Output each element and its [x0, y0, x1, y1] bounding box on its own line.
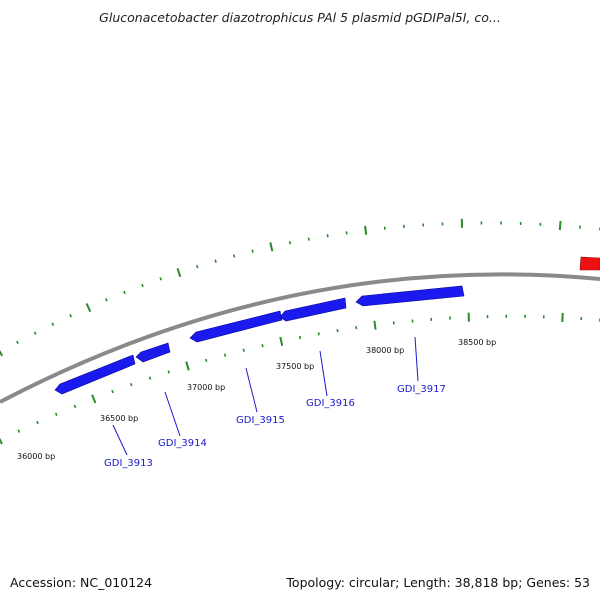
position-label: 37000 bp	[187, 383, 225, 392]
minor-tick	[36, 420, 39, 425]
gene-arrow-3916[interactable]	[279, 297, 347, 322]
minor-tick	[51, 322, 55, 326]
outer-tick-ring	[0, 218, 600, 357]
gene-leader-lines	[112, 336, 419, 456]
gene-label-3914[interactable]: GDI_3914	[158, 438, 207, 449]
gene-arrow-reverse[interactable]	[579, 256, 600, 271]
minor-tick	[141, 283, 144, 288]
minor-tick	[17, 429, 21, 433]
gene-label-3917[interactable]: GDI_3917	[397, 384, 446, 395]
minor-tick	[232, 254, 236, 258]
major-tick	[269, 242, 274, 252]
minor-tick	[307, 237, 310, 241]
minor-tick	[196, 264, 199, 269]
position-label: 38000 bp	[366, 346, 404, 355]
position-label: 37500 bp	[276, 362, 314, 371]
minor-tick	[54, 412, 58, 416]
position-label: 36500 bp	[100, 414, 138, 423]
major-tick	[91, 394, 97, 404]
gene-label-3915[interactable]: GDI_3915	[236, 415, 285, 426]
gene-arrow-3914[interactable]	[135, 342, 171, 363]
major-tick	[373, 320, 377, 330]
position-labels: 36000 bp 36500 bp 37000 bp 37500 bp 3800…	[17, 338, 496, 461]
minor-tick	[355, 326, 358, 330]
map-title: Gluconacetobacter diazotrophicus PAl 5 p…	[99, 10, 501, 25]
minor-tick	[167, 370, 170, 374]
minor-tick	[326, 234, 329, 238]
major-tick	[0, 437, 3, 445]
gene-arrow-3913[interactable]	[54, 354, 136, 395]
gene-label-3913[interactable]: GDI_3913	[104, 458, 153, 469]
accession-text: Accession: NC_010124	[10, 575, 153, 590]
gene-track	[54, 256, 600, 395]
major-tick	[364, 225, 368, 235]
minor-tick	[317, 332, 320, 336]
gene-arrow-3915[interactable]	[189, 310, 283, 343]
plasmid-backbone	[0, 272, 600, 404]
leader-line-3914	[164, 391, 181, 437]
position-label: 38500 bp	[458, 338, 496, 347]
gene-arrow-3917[interactable]	[355, 285, 465, 307]
minor-tick	[298, 335, 302, 340]
minor-tick	[288, 241, 292, 245]
minor-tick	[251, 249, 254, 253]
position-label: 36000 bp	[17, 452, 55, 461]
major-tick	[185, 361, 190, 371]
minor-tick	[214, 259, 217, 263]
minor-tick	[111, 389, 114, 394]
minor-tick	[242, 348, 245, 352]
leader-line-3915	[245, 367, 258, 413]
inner-tick-ring	[0, 312, 600, 445]
minor-tick	[223, 353, 227, 357]
minor-tick	[16, 340, 19, 345]
minor-tick	[73, 404, 77, 409]
minor-tick	[261, 344, 264, 348]
gene-labels: GDI_3913 GDI_3914 GDI_3915 GDI_3916 GDI_…	[104, 384, 446, 469]
major-tick	[0, 349, 4, 357]
minor-tick	[105, 298, 108, 302]
minor-tick	[205, 358, 208, 363]
major-tick	[176, 267, 182, 278]
minor-tick	[159, 277, 162, 281]
major-tick	[279, 336, 284, 347]
topology-summary: Topology: circular; Length: 38,818 bp; G…	[286, 575, 590, 590]
minor-tick	[148, 376, 152, 380]
leader-line-3916	[319, 350, 328, 397]
leader-line-3913	[112, 424, 128, 456]
major-tick	[558, 220, 562, 231]
gene-label-3916[interactable]: GDI_3916	[306, 398, 355, 409]
leader-line-3917	[414, 336, 419, 382]
major-tick	[85, 303, 92, 313]
minor-tick	[69, 314, 73, 318]
minor-tick	[129, 383, 133, 387]
minor-tick	[33, 331, 37, 335]
minor-tick	[123, 290, 126, 295]
